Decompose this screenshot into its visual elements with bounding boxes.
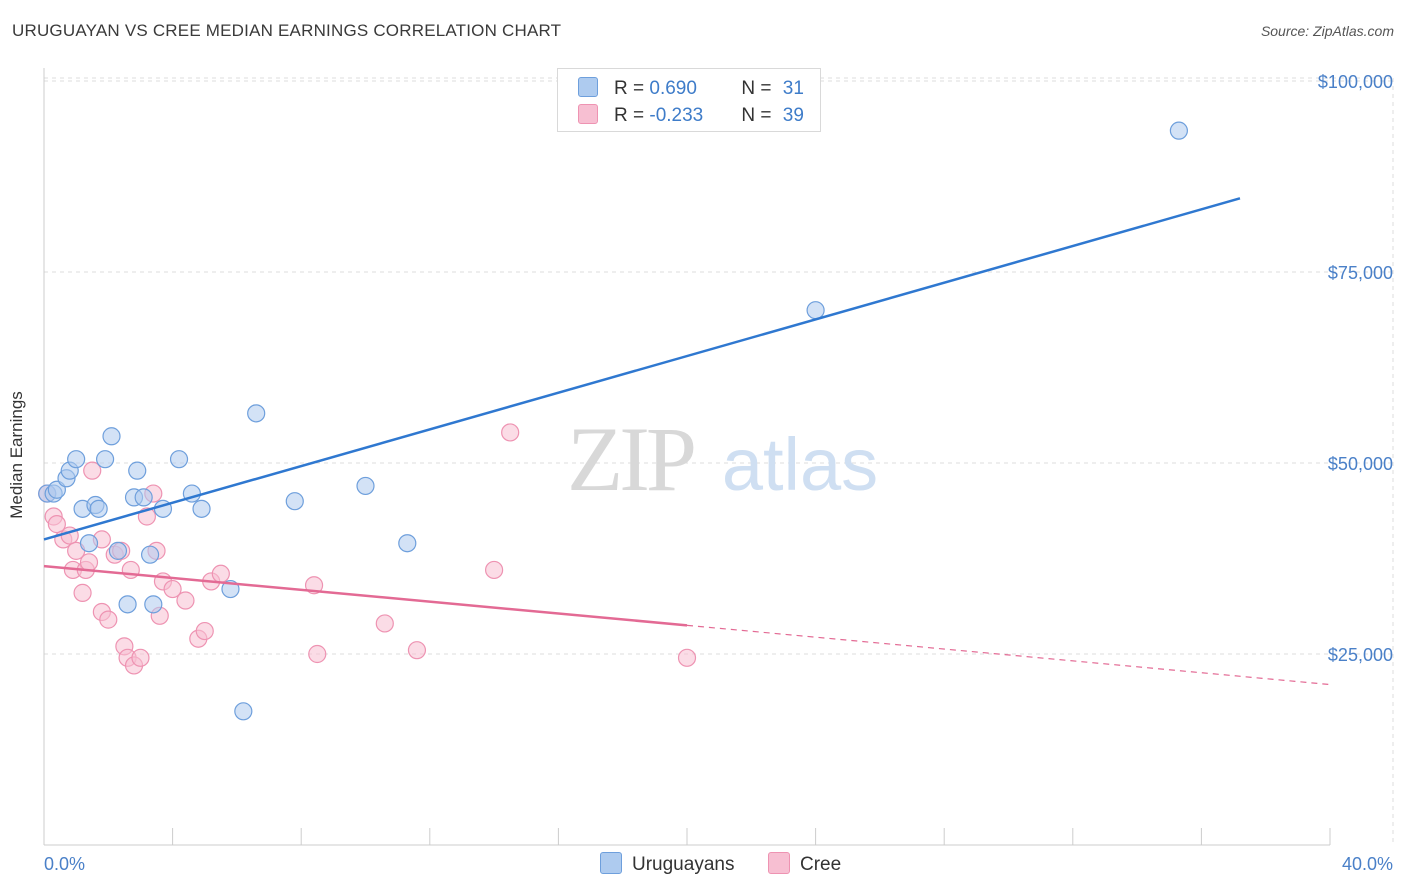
uruguayans-trend-line bbox=[43, 197, 1241, 541]
bottom-legend-label: Uruguayans bbox=[632, 854, 735, 875]
legend-n-value: 39 bbox=[782, 105, 804, 126]
uruguayans-points bbox=[38, 121, 1188, 721]
legend-n-label: N = bbox=[741, 78, 777, 99]
uruguayans-point bbox=[79, 534, 99, 553]
x-tick-labels: 0.0% 40.0% bbox=[44, 854, 1393, 874]
cree-point bbox=[176, 591, 195, 610]
y-tick-label: $50,000 bbox=[1328, 454, 1393, 474]
uruguayans-point bbox=[89, 499, 108, 518]
uruguayans-point bbox=[95, 450, 115, 469]
y-tick-label: $100,000 bbox=[1318, 72, 1393, 92]
bottom-legend-cree: Cree bbox=[768, 852, 841, 876]
legend-r-value: 0.690 bbox=[649, 78, 697, 99]
legend-r-label: R = bbox=[614, 78, 650, 99]
x-tick-label-right: 40.0% bbox=[1342, 854, 1393, 874]
uruguayans-point bbox=[356, 476, 375, 496]
uruguayans-point bbox=[169, 450, 189, 469]
cree-point bbox=[195, 621, 214, 641]
cree-point bbox=[211, 564, 230, 583]
watermark-zip: ZIP bbox=[567, 408, 694, 510]
legend-r-label: R = bbox=[614, 105, 650, 126]
uruguayans-point bbox=[102, 427, 121, 446]
cree-point bbox=[163, 579, 182, 599]
stats-legend: R = 0.690 N = 31 R = -0.233 N = 39 bbox=[557, 68, 821, 132]
gridlines bbox=[44, 77, 1395, 845]
cree-point bbox=[73, 583, 92, 602]
cree-point bbox=[501, 423, 520, 442]
uruguayans-point bbox=[134, 488, 153, 507]
chart-title: URUGUAYAN VS CREE MEDIAN EARNINGS CORREL… bbox=[12, 21, 562, 40]
bottom-legend-uruguayans: Uruguayans bbox=[600, 852, 734, 876]
uruguayans-point bbox=[1169, 121, 1188, 140]
uruguayans-point bbox=[144, 595, 163, 614]
source-label: Source: ZipAtlas.com bbox=[1260, 23, 1394, 39]
legend-swatch-blue bbox=[578, 77, 598, 97]
legend-r-value: -0.233 bbox=[649, 105, 704, 126]
cree-point bbox=[47, 515, 66, 534]
uruguayans-point bbox=[140, 545, 160, 564]
uruguayans-point bbox=[247, 404, 266, 423]
cree-point bbox=[79, 553, 99, 572]
bottom-legend-swatch-pink bbox=[768, 852, 790, 874]
trend-lines bbox=[43, 197, 1331, 686]
y-tick-label: $25,000 bbox=[1328, 645, 1393, 665]
uruguayans-point bbox=[285, 492, 304, 511]
y-tick-labels: $25,000 $50,000 $75,000 $100,000 bbox=[1318, 72, 1393, 665]
uruguayans-point bbox=[192, 499, 211, 518]
cree-point bbox=[131, 648, 150, 667]
y-tick-label: $75,000 bbox=[1328, 263, 1393, 283]
uruguayans-point bbox=[118, 595, 137, 614]
cree-point bbox=[677, 648, 697, 667]
legend-n-value: 31 bbox=[782, 78, 804, 99]
x-tick-label-left: 0.0% bbox=[44, 854, 85, 874]
cree-point bbox=[83, 461, 102, 480]
uruguayans-point bbox=[806, 301, 825, 320]
legend-row-cree: R = -0.233 N = 39 bbox=[578, 104, 804, 128]
legend-n-label: N = bbox=[741, 105, 777, 126]
uruguayans-point bbox=[234, 702, 253, 721]
uruguayans-point bbox=[108, 541, 128, 560]
watermark: ZIP atlas bbox=[567, 408, 878, 510]
cree-point bbox=[485, 560, 504, 580]
uruguayans-point bbox=[67, 450, 86, 469]
uruguayans-point bbox=[398, 534, 417, 553]
axes bbox=[43, 68, 1331, 846]
cree-trend-line bbox=[43, 564, 688, 627]
uruguayans-point bbox=[128, 461, 147, 480]
legend-row-uruguayans: R = 0.690 N = 31 bbox=[578, 77, 804, 101]
watermark-atlas: atlas bbox=[722, 423, 878, 506]
cree-point bbox=[375, 614, 394, 633]
cree-point bbox=[308, 644, 327, 664]
cree-trend-line-extension bbox=[686, 624, 1331, 686]
bottom-legend-swatch-blue bbox=[600, 852, 622, 874]
bottom-legend-label: Cree bbox=[800, 854, 842, 875]
y-axis-label: Median Earnings bbox=[7, 391, 26, 519]
cree-point bbox=[99, 610, 118, 629]
cree-point bbox=[407, 641, 427, 660]
legend-swatch-pink bbox=[578, 104, 598, 124]
cree-points bbox=[38, 423, 697, 675]
